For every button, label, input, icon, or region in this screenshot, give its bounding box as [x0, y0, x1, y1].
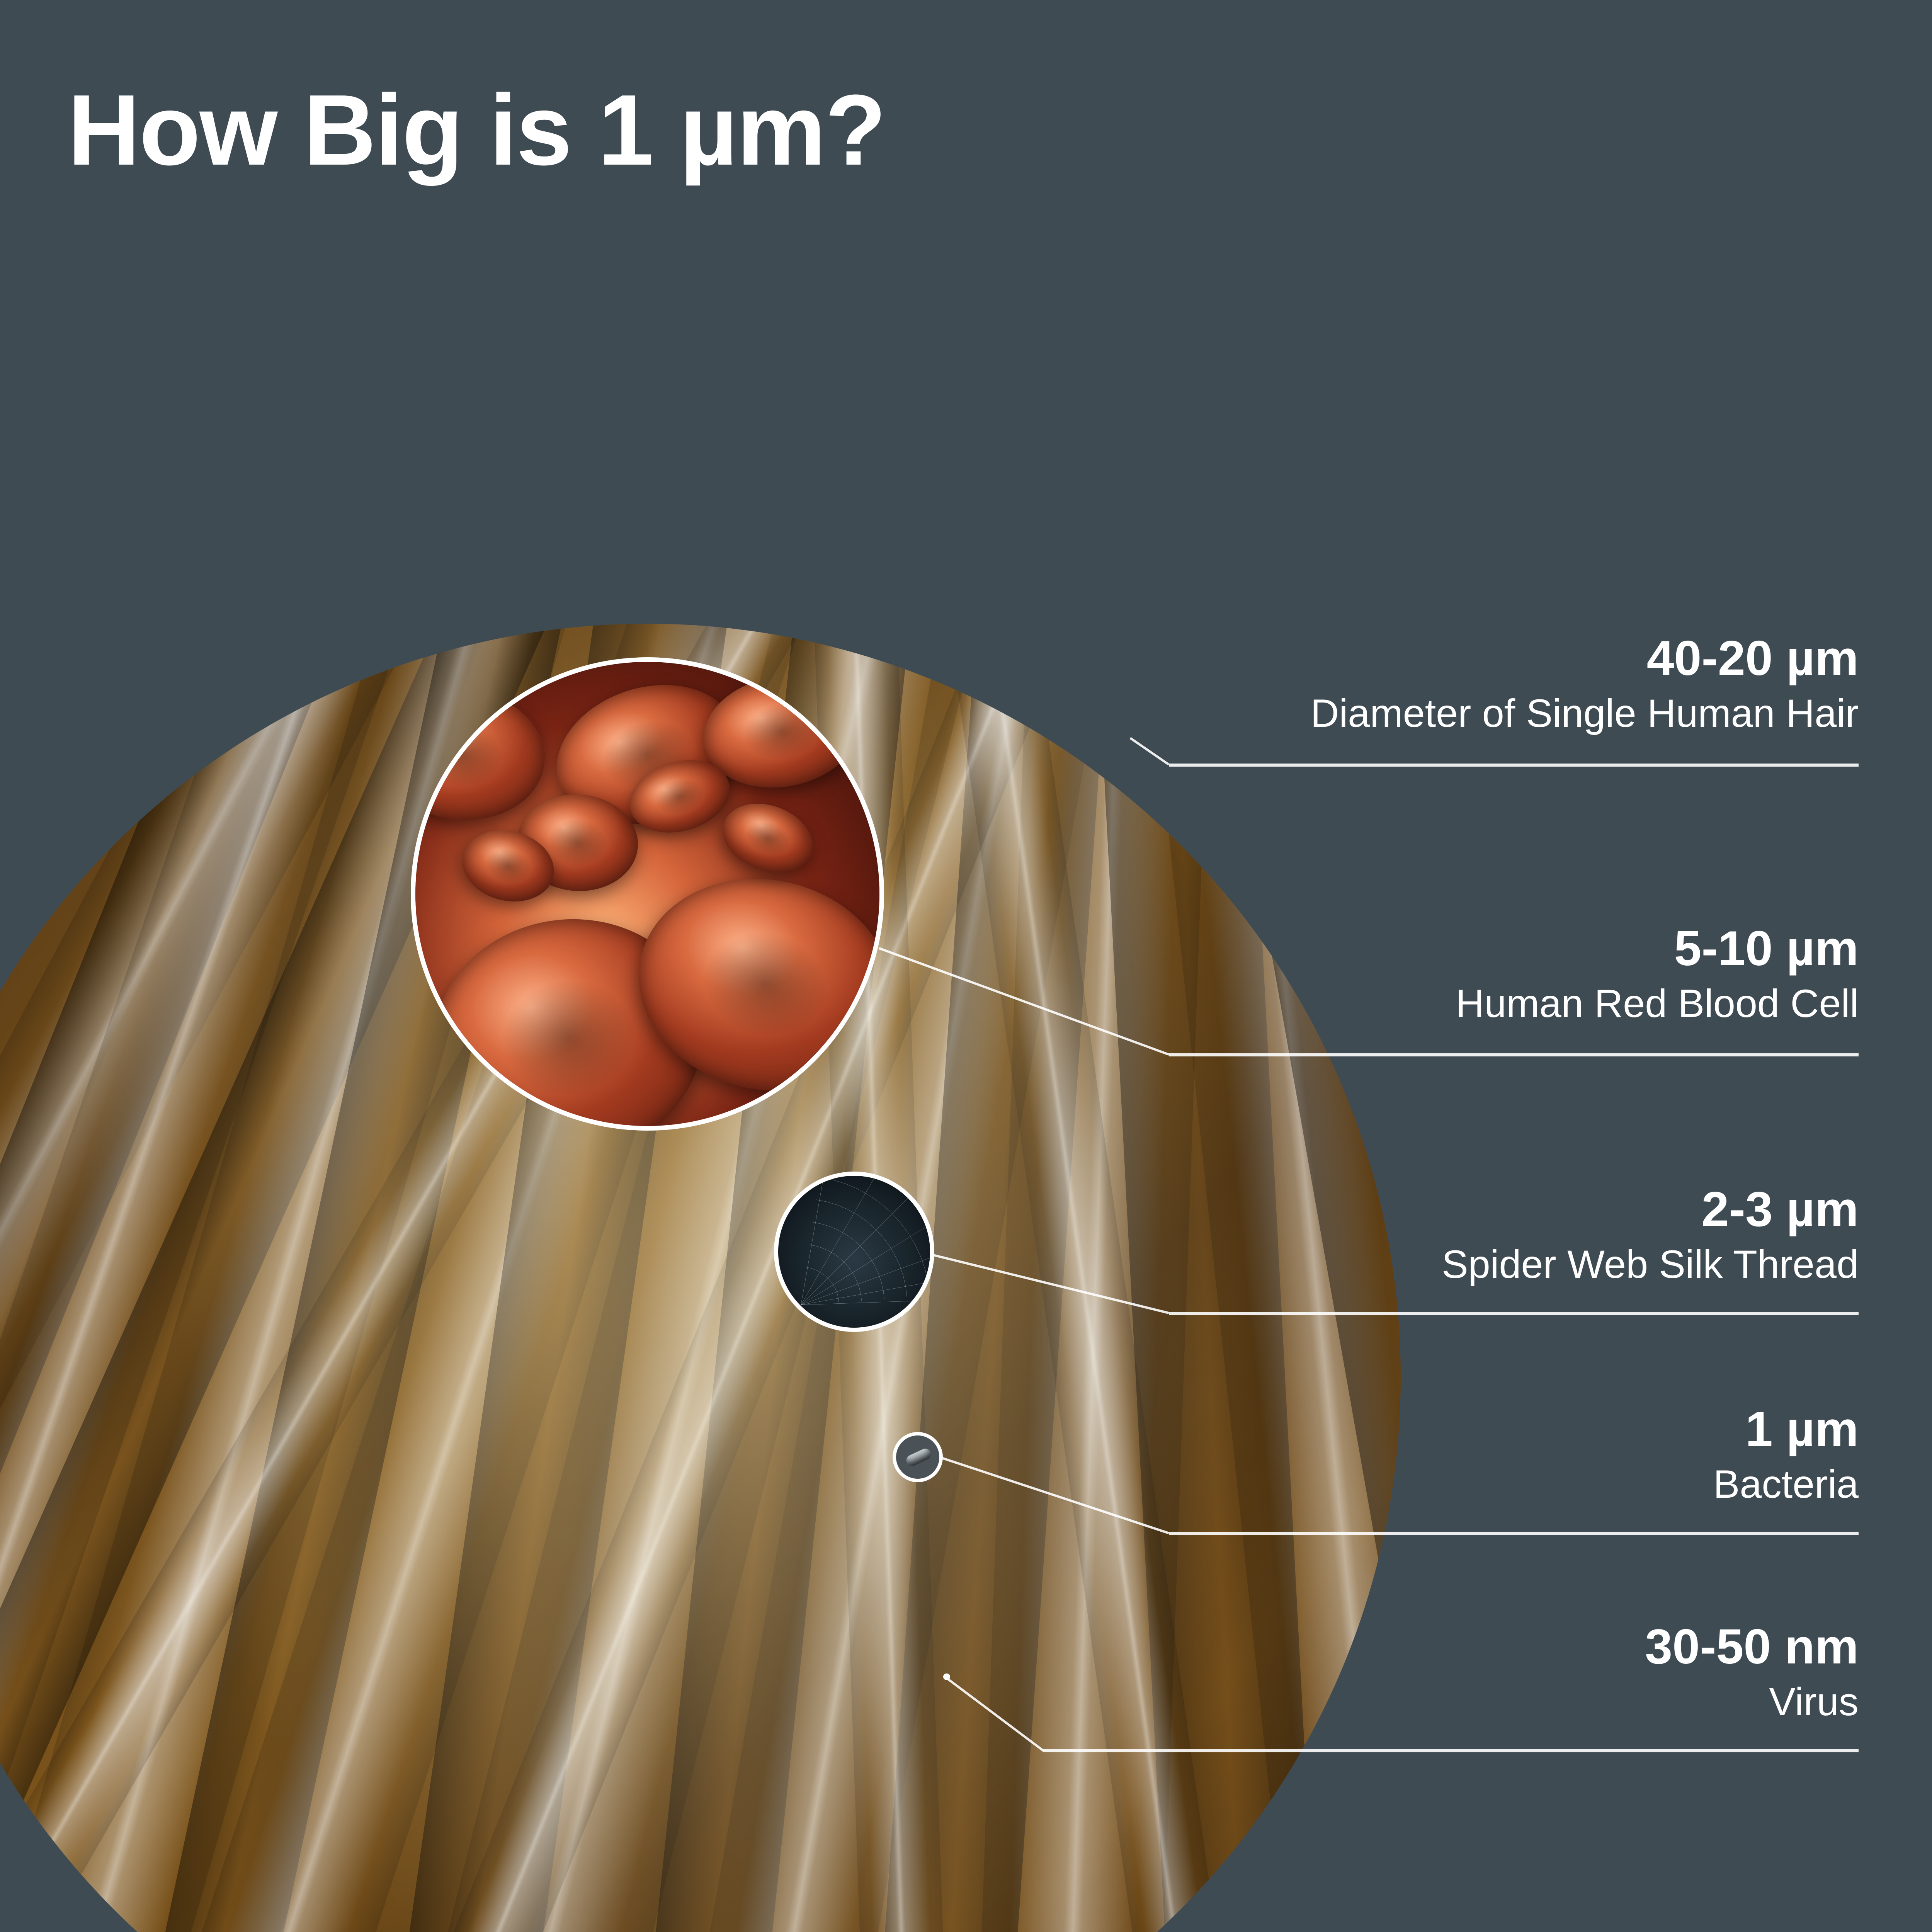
blood-cells-circle: [411, 657, 884, 1131]
callout-label: Diameter of Single Human Hair: [1311, 690, 1859, 736]
callout-underline: [1169, 1053, 1859, 1056]
callout-leader: [1129, 737, 1169, 766]
blood-cells-cluster: [415, 662, 879, 1126]
callout-underline: [1169, 764, 1859, 767]
callout-label: Virus: [1645, 1679, 1859, 1725]
callout-virus: 30-50 nm Virus: [1645, 1621, 1859, 1725]
spider-web-circle: [774, 1172, 934, 1332]
callout-hair: 40-20 µm Diameter of Single Human Hair: [1311, 633, 1859, 736]
callout-rbc: 5-10 µm Human Red Blood Cell: [1456, 923, 1859, 1026]
callout-underline: [1169, 1532, 1859, 1535]
callout-underline: [1043, 1749, 1859, 1752]
callout-label: Spider Web Silk Thread: [1442, 1242, 1859, 1287]
infographic-canvas: How Big is 1 µm? 40-20 µm Diameter of Sin…: [0, 0, 1932, 1932]
callout-web: 2-3 µm Spider Web Silk Thread: [1442, 1184, 1859, 1287]
callout-value: 40-20 µm: [1311, 633, 1859, 685]
callout-underline: [1169, 1312, 1859, 1315]
callout-value: 2-3 µm: [1442, 1184, 1859, 1236]
callout-label: Bacteria: [1713, 1461, 1859, 1507]
callout-value: 30-50 nm: [1645, 1621, 1859, 1673]
page-title: How Big is 1 µm?: [68, 73, 885, 188]
callout-bacteria: 1 µm Bacteria: [1713, 1404, 1859, 1507]
callout-label: Human Red Blood Cell: [1456, 981, 1859, 1026]
bacteria-circle: [893, 1432, 943, 1482]
callout-value: 5-10 µm: [1456, 923, 1859, 975]
callout-value: 1 µm: [1713, 1404, 1859, 1456]
spider-web-lines: [778, 1176, 930, 1328]
